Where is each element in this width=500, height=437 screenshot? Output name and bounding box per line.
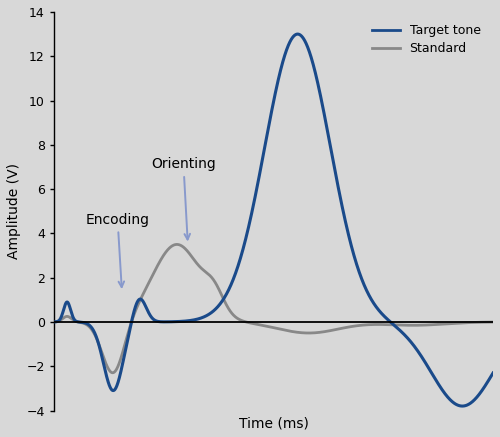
Legend: Target tone, Standard: Target tone, Standard: [366, 18, 487, 62]
Target tone: [253, 191, 259, 196]
Standard: [174, 242, 180, 247]
Standard: [265, 324, 271, 329]
Line: Target tone: Target tone: [54, 34, 493, 406]
Standard: [478, 319, 484, 325]
Standard: [397, 323, 403, 328]
Target tone: [264, 130, 270, 135]
Standard: [490, 319, 496, 325]
X-axis label: Time (ms): Time (ms): [238, 416, 308, 430]
Text: Encoding: Encoding: [86, 213, 150, 287]
Standard: [253, 322, 259, 327]
Y-axis label: Amplitude (V): Amplitude (V): [7, 163, 21, 259]
Target tone: [74, 319, 80, 324]
Line: Standard: Standard: [54, 244, 493, 373]
Target tone: [478, 390, 484, 395]
Text: Orienting: Orienting: [151, 157, 216, 239]
Target tone: [478, 390, 484, 395]
Target tone: [397, 328, 403, 333]
Target tone: [51, 319, 57, 325]
Target tone: [294, 31, 300, 37]
Standard: [51, 319, 57, 325]
Target tone: [490, 370, 496, 375]
Standard: [74, 319, 80, 324]
Target tone: [460, 403, 466, 409]
Standard: [478, 319, 484, 325]
Standard: [110, 370, 116, 375]
